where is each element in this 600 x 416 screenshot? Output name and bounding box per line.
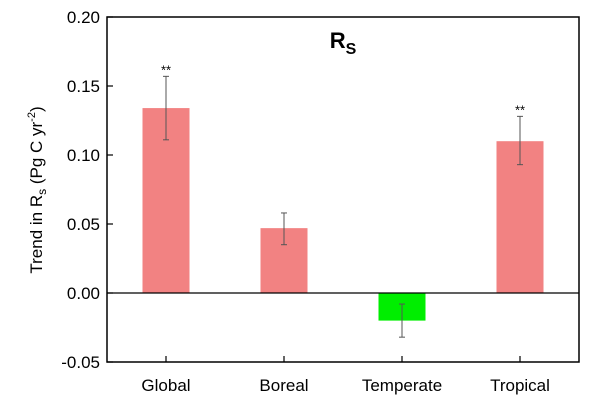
y-tick-label: 0.15 xyxy=(67,77,100,96)
significance-label: ** xyxy=(161,62,171,77)
y-tick-label: 0.05 xyxy=(67,215,100,234)
plot-frame xyxy=(106,16,580,363)
chart-title: RS xyxy=(330,28,357,58)
y-tick-label: 0.00 xyxy=(67,284,100,303)
bar-tropical xyxy=(496,141,544,293)
y-axis-label: Trend in Rs (Pg C yr-2) xyxy=(26,106,49,273)
x-tick-label: Boreal xyxy=(259,376,308,395)
x-tick-label: Global xyxy=(141,376,190,395)
y-tick-label: -0.05 xyxy=(61,353,100,372)
significance-label: ** xyxy=(515,102,525,117)
y-tick-label: 0.10 xyxy=(67,146,100,165)
x-tick-label: Temperate xyxy=(362,376,442,395)
x-tick-label: Tropical xyxy=(490,376,550,395)
y-tick-label: 0.20 xyxy=(67,8,100,27)
